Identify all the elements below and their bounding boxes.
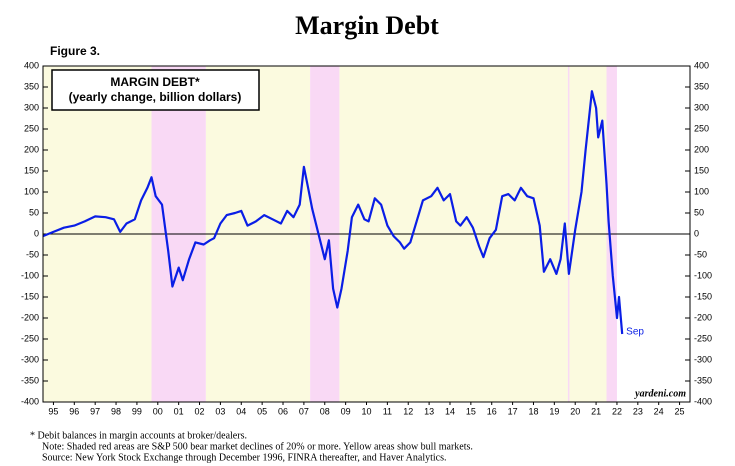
- y2-tick-label: 250: [694, 123, 709, 133]
- footnote: Note: Shaded red areas are S&P 500 bear …: [42, 441, 473, 452]
- y-tick-label: 350: [24, 81, 39, 91]
- y2-tick-label: -350: [694, 375, 712, 385]
- y2-tick-label: 350: [694, 81, 709, 91]
- y-tick-label: 50: [29, 207, 39, 217]
- x-tick-label: 05: [257, 406, 267, 416]
- x-tick-label: 09: [341, 406, 351, 416]
- y2-tick-label: 100: [694, 186, 709, 196]
- data-line: [42, 90, 624, 335]
- x-tick-label: 22: [612, 406, 622, 416]
- x-tick-label: 08: [320, 406, 330, 416]
- x-tick-label: 15: [466, 406, 476, 416]
- y-tick-label: 150: [24, 165, 39, 175]
- chart-title: Margin Debt: [295, 11, 439, 40]
- y-tick-label: -200: [21, 312, 39, 322]
- y-tick-label: -250: [21, 333, 39, 343]
- y2-tick-label: -250: [694, 333, 712, 343]
- x-tick-label: 19: [549, 406, 559, 416]
- figure-label: Figure 3.: [50, 44, 100, 58]
- y2-tick-label: -150: [694, 291, 712, 301]
- y-tick-label: -100: [21, 270, 39, 280]
- x-tick-label: 02: [195, 406, 205, 416]
- y2-tick-label: 150: [694, 165, 709, 175]
- y2-tick-label: -50: [694, 249, 707, 259]
- x-tick-label: 12: [403, 406, 413, 416]
- x-tick-label: 17: [508, 406, 518, 416]
- y2-tick-label: 0: [694, 228, 699, 238]
- y2-tick-label: 400: [694, 60, 709, 70]
- x-tick-label: 11: [383, 406, 392, 416]
- x-tick-label: 18: [528, 406, 538, 416]
- y2-tick-label: -300: [694, 354, 712, 364]
- legend-line: (yearly change, billion dollars): [69, 90, 242, 104]
- y-tick-label: -150: [21, 291, 39, 301]
- x-tick-label: 13: [424, 406, 434, 416]
- x-tick-label: 06: [278, 406, 288, 416]
- y2-tick-label: -200: [694, 312, 712, 322]
- x-tick-label: 96: [69, 406, 79, 416]
- legend-line: MARGIN DEBT*: [110, 75, 200, 89]
- y-tick-label: -300: [21, 354, 39, 364]
- plot-frame: [42, 65, 691, 403]
- x-tick-label: 20: [570, 406, 580, 416]
- footnote: Source: New York Stock Exchange through …: [42, 452, 447, 463]
- x-tick-label: 16: [487, 406, 497, 416]
- y2-tick-label: -400: [694, 396, 712, 406]
- overlay: MARGIN DEBT* (yearly change, billion dol…: [30, 69, 686, 463]
- y-tick-label: -400: [21, 396, 39, 406]
- plot: -400 -400 -350 -350 -300 -300 -250 -250 -200 -200…: [21, 60, 712, 416]
- x-tick-label: 97: [90, 406, 100, 416]
- x-tick-label: 24: [654, 406, 664, 416]
- x-tick-label: 25: [675, 406, 685, 416]
- y-tick-label: 200: [24, 144, 39, 154]
- footnote: * Debit balances in margin accounts at b…: [30, 430, 247, 441]
- x-tick-label: 07: [299, 406, 309, 416]
- x-tick-label: 04: [236, 406, 246, 416]
- y2-tick-label: 50: [694, 207, 704, 217]
- x-tick-label: 95: [48, 406, 58, 416]
- y-tick-label: 0: [34, 228, 39, 238]
- source-tag: yardeni.com: [634, 388, 686, 399]
- x-tick-label: 00: [153, 406, 163, 416]
- x-tick-label: 99: [132, 406, 142, 416]
- y2-tick-label: 200: [694, 144, 709, 154]
- x-tick-label: 21: [591, 406, 601, 416]
- x-tick-label: 23: [633, 406, 643, 416]
- legend-box: [51, 69, 260, 111]
- x-tick-label: 01: [174, 406, 184, 416]
- y2-tick-label: -100: [694, 270, 712, 280]
- y-tick-label: -350: [21, 375, 39, 385]
- y-tick-label: 400: [24, 60, 39, 70]
- y2-tick-label: 300: [694, 102, 709, 112]
- x-tick-label: 10: [361, 406, 371, 416]
- annotation: Sep: [626, 327, 644, 338]
- y-tick-label: 250: [24, 123, 39, 133]
- y-tick-label: 300: [24, 102, 39, 112]
- x-tick-label: 03: [215, 406, 225, 416]
- x-tick-label: 98: [111, 406, 121, 416]
- x-tick-label: 14: [445, 406, 455, 416]
- y-tick-label: -50: [26, 249, 39, 259]
- y-tick-label: 100: [24, 186, 39, 196]
